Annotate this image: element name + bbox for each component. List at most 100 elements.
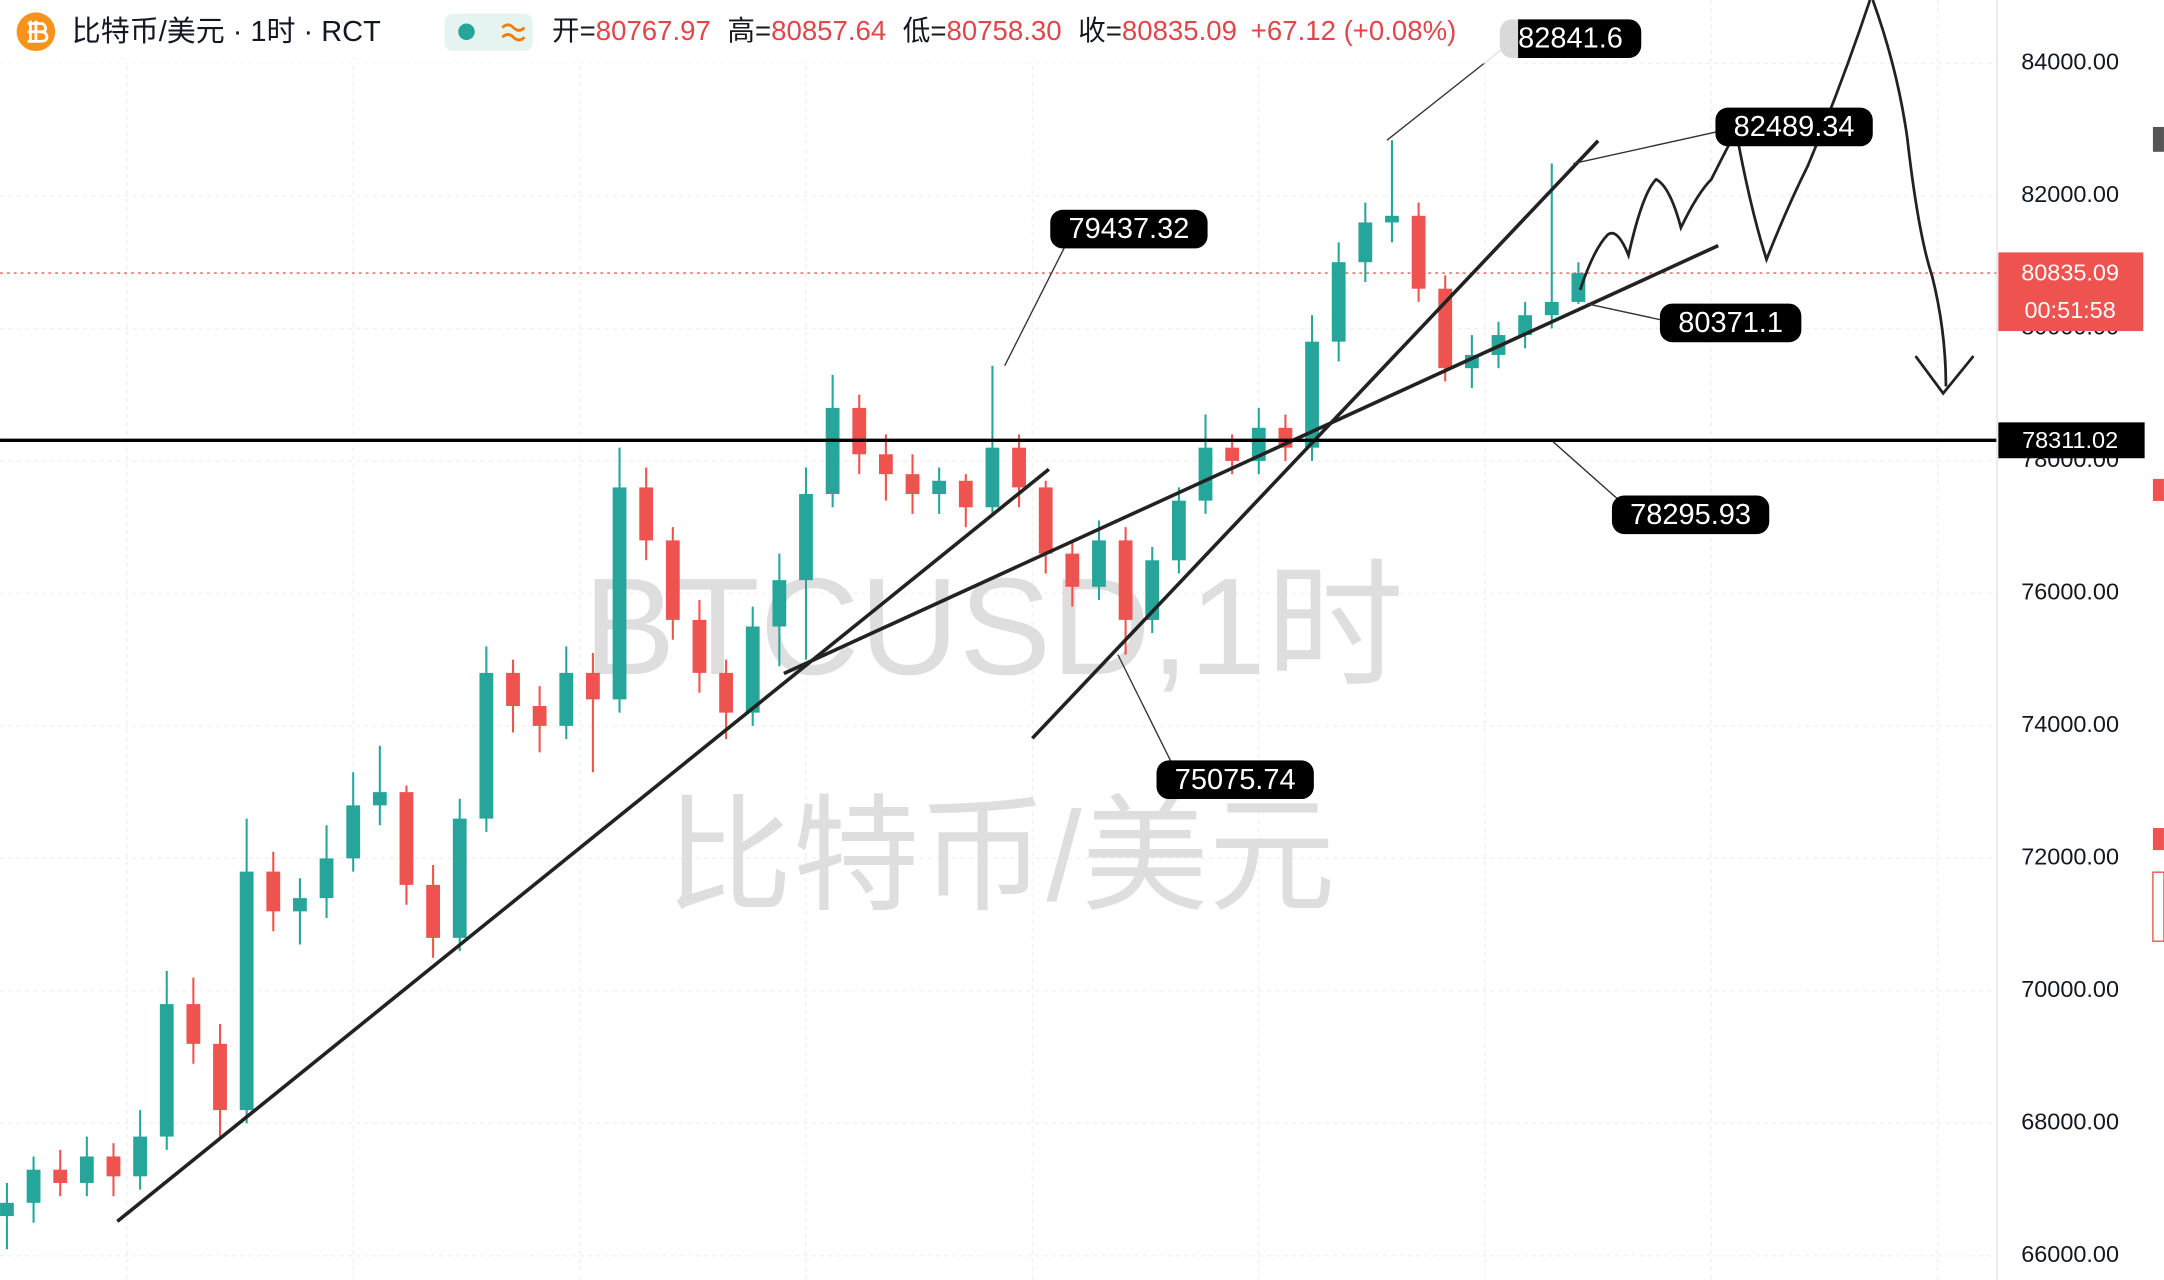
last-price-bg [1998,252,2144,332]
candle-body [106,1156,121,1177]
callout-label: 79437.32 [1069,213,1190,245]
candle-body [1571,273,1586,302]
ohlc-change: +67.12 (+0.08%) [1251,15,1457,46]
forecast-arrow [1914,355,1975,396]
candle-body [506,672,520,707]
candle-body [878,454,893,475]
price-axis [1996,0,2164,1280]
status-dot [458,23,475,41]
status-pill [444,13,533,52]
candle-body [133,1136,148,1177]
candle-body [346,805,361,859]
candle-body [426,884,440,938]
hline-label: 78311.02 [2022,427,2118,453]
callout-label: 75075.74 [1175,764,1296,796]
candle-body [1358,222,1373,263]
y-tick-label: 66000.00 [2021,1241,2119,1267]
y-tick-label: 72000.00 [2021,844,2119,870]
candle-body [186,1004,201,1044]
candle-body [479,672,494,819]
candle-body [1198,447,1213,501]
watermark-text: 比特币/美元 [666,785,1336,927]
candle-body [1544,301,1559,316]
axis-marker [2152,828,2164,851]
candle-body [1331,262,1346,342]
header-bg [0,0,1519,64]
last-price: 80835.09 00:51:58 [1998,252,2144,332]
candle-body [719,672,733,713]
watermark-text: BTCUSD,1时 [583,550,1403,704]
candle-body [1145,560,1160,620]
callout-label: 78295.93 [1630,499,1751,531]
candle-body [745,626,760,713]
y-tick-label: 84000.00 [2021,49,2119,75]
candle-body [0,1202,14,1217]
hline-label-bg [1998,422,2145,459]
candle-body [799,494,813,581]
candle-body [1092,540,1106,587]
callout-box [1611,495,1770,535]
callout-box [1715,107,1873,147]
ohlc-legend: 开=80767.97 高=80857.64 低=80758.30 收=80835.09… [552,15,1456,46]
candle-body [213,1043,227,1111]
callout-leader [1004,228,1075,367]
candle-body [692,619,707,673]
y-tick-label: 68000.00 [2021,1109,2119,1135]
trend-line [116,467,1051,1223]
candle-body [586,672,600,700]
candle-body [1118,540,1133,620]
ohlc-value: 80767.97 [596,15,711,46]
callout-box [1659,303,1802,343]
candle-body [612,487,627,700]
callouts: 82841.6 82489.34 79437.32 80371.1 78295.93 75… [1004,19,1873,800]
candle-body [1305,341,1319,448]
ohlc-value: 80758.30 [947,15,1062,46]
candle-body [452,818,467,938]
candle-body [958,480,973,508]
candle-body [293,898,307,912]
candle-body [79,1156,94,1183]
ohlc-value: 80857.64 [771,15,886,46]
callout-label: 80371.1 [1678,307,1783,339]
candle-body [1038,487,1053,554]
coin-glyph [27,20,49,43]
symbol: 比特币/美元 · 1时 · RCT [72,16,381,48]
ohlc-label: 低= [903,15,947,46]
trend-line [783,244,1719,676]
candle-body [266,871,281,912]
candle-body [932,480,947,495]
y-tick-label: 74000.00 [2021,711,2119,737]
candles [0,140,1586,1250]
callout-box [1156,760,1314,800]
forecast-sketch [1578,0,1948,387]
header: 比特币/美元 · 1时 · RCT 开=80767.97 高=80857.64 低=… [0,0,1519,64]
callout-box [1499,19,1642,58]
candle-body [399,792,414,885]
y-tick-label: 70000.00 [2021,976,2119,1002]
candle-body [825,407,840,495]
ohlc-value: 80835.09 [1122,15,1237,46]
axis-marker [2152,126,2164,152]
candle-body [852,407,867,455]
last-price-label: 80835.09 [2021,260,2119,286]
ohlc-label: 高= [727,15,771,46]
candle-body [665,540,680,620]
ohlc-label: 收= [1078,15,1122,46]
callout-label: 82489.34 [1734,111,1855,143]
candle-body [319,858,334,899]
callout-box [1050,209,1208,249]
callout-label: 82841.6 [1518,23,1623,55]
candle-body [372,792,387,806]
candle-body [1171,500,1186,561]
axis-marker [2152,478,2164,501]
candle-body [1438,288,1453,369]
y-tick-label: 82000.00 [2021,181,2119,207]
candle-body [532,706,547,726]
callout-leader [1117,654,1181,781]
callout-leader [1573,126,1740,165]
candle-body [559,672,574,726]
candle-body [1012,447,1026,488]
candle-body [1385,215,1399,223]
candle-body [1411,215,1426,289]
